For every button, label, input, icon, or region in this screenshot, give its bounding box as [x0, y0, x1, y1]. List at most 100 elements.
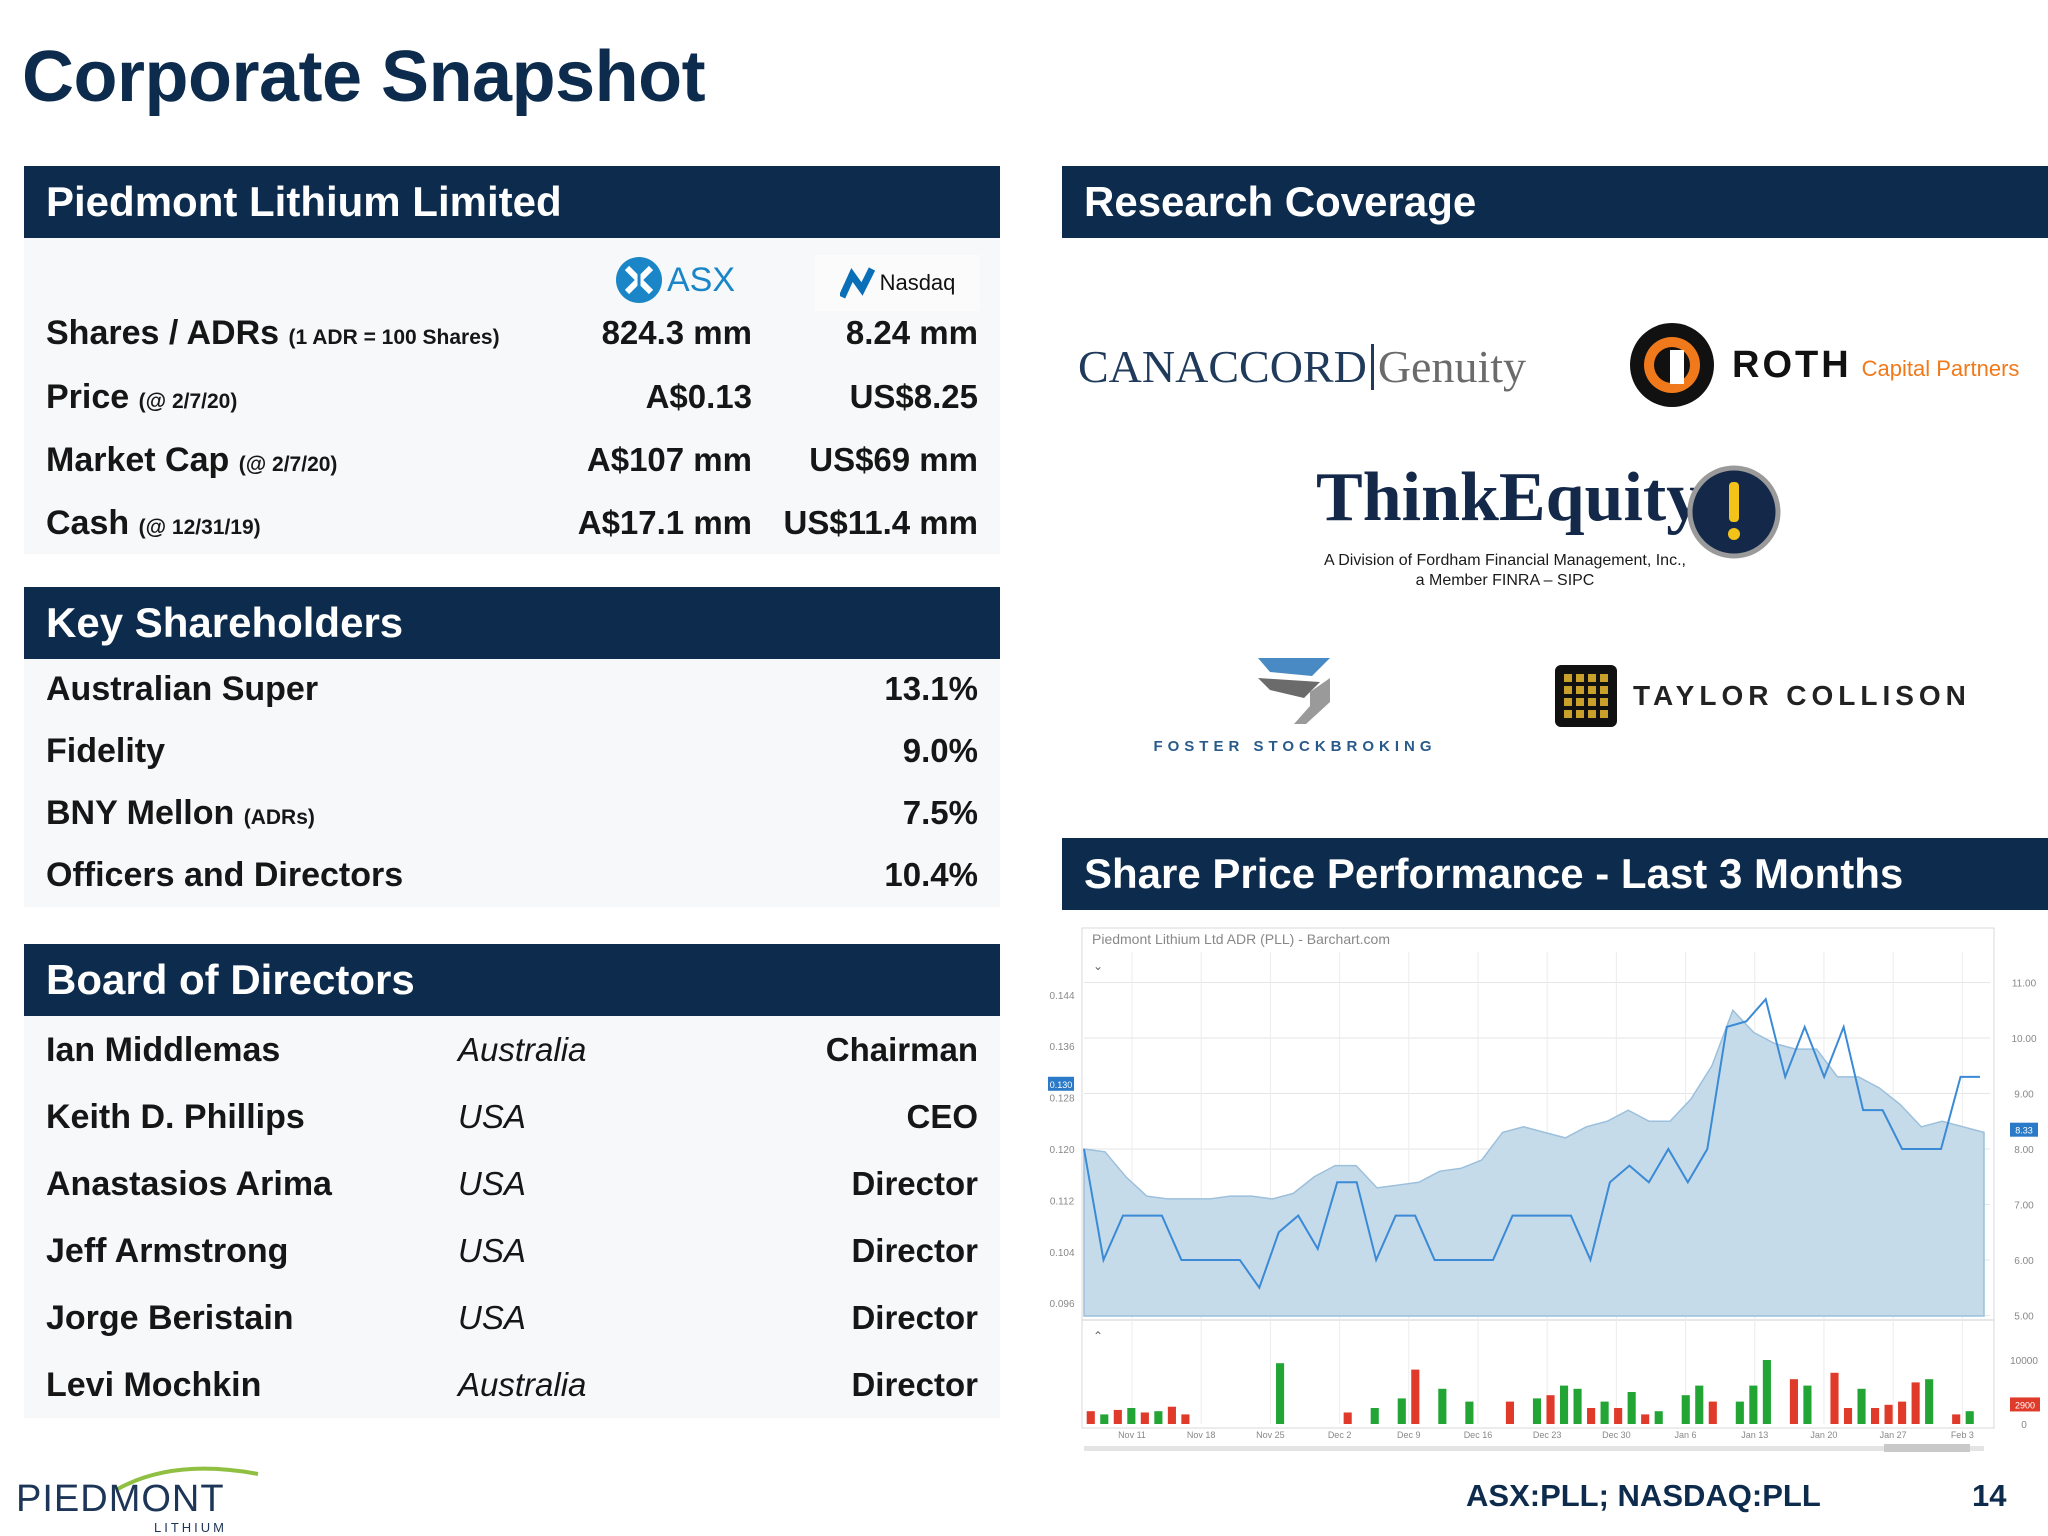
row-label: Cash	[46, 504, 130, 542]
shareholders-header-label: Key Shareholders	[46, 599, 404, 646]
volume-bar-up	[1559, 1385, 1569, 1424]
director-name: Anastasios Arima	[46, 1165, 332, 1203]
nasdaq-value: US$69 mm	[809, 441, 978, 478]
row-note: (@ 2/7/20)	[138, 390, 238, 413]
shareholder-name: Officers and Directors	[46, 856, 404, 894]
ticker-footer: ASX:PLL; NASDAQ:PLL	[1466, 1478, 1821, 1513]
director-name: Jorge Beristain	[46, 1299, 294, 1337]
roth-circle-icon	[1630, 323, 1714, 407]
asx-logo-icon	[616, 257, 662, 303]
right-tick-label: 8.00	[2014, 1145, 2034, 1156]
director-name: Keith D. Phillips	[46, 1098, 305, 1136]
company-row: Price (@ 2/7/20)	[46, 378, 2028, 417]
piedmont-logo: PIEDMONT LITHIUM	[16, 1464, 259, 1535]
director-role: Director	[851, 1299, 978, 1336]
company-header-label: Piedmont Lithium Limited	[46, 178, 562, 225]
chevron-down-icon: ⌄	[1093, 959, 1103, 973]
thinkequity-word: ThinkEquity	[1316, 459, 1702, 536]
piedmont-logo-sub: LITHIUM	[154, 1520, 227, 1535]
x-tick-label: Nov 11	[1118, 1430, 1146, 1440]
director-name: Levi Mochkin	[46, 1366, 262, 1404]
volume-bar-up	[1857, 1388, 1866, 1424]
left-tick-label: 0.144	[1049, 991, 1074, 1002]
volume-bar-up	[1654, 1411, 1663, 1424]
chevron-up-icon: ⌃	[1093, 1329, 1103, 1343]
canaccord-logo: CANACCORD Genuity	[1078, 340, 1526, 393]
asx-value: A$0.13	[645, 378, 752, 415]
asx-logo: ASX	[615, 255, 755, 305]
volume-bar-down	[1871, 1408, 1880, 1424]
board-header: Board of Directors	[24, 944, 1000, 1016]
chart-title: Piedmont Lithium Ltd ADR (PLL) - Barchar…	[1092, 931, 1390, 947]
page-number: 14	[1972, 1478, 2007, 1513]
volume-bar-down	[1113, 1409, 1122, 1424]
volume-bar-up	[1600, 1401, 1609, 1424]
right-tick-label: 9.00	[2014, 1090, 2034, 1101]
asx-value: A$107 mm	[586, 441, 752, 478]
shareholder-row: Fidelity	[46, 732, 2028, 771]
left-current-badge	[1048, 1076, 1074, 1091]
left-current-label: 0.130	[1050, 1080, 1073, 1090]
board-header-label: Board of Directors	[46, 956, 415, 1003]
volume-bar-down	[1789, 1379, 1798, 1424]
volume-bar-up	[1276, 1363, 1285, 1424]
volume-bar-up	[1681, 1395, 1690, 1424]
volume-bar-down	[1843, 1408, 1853, 1424]
director-role: Chairman	[825, 1031, 978, 1068]
shareholder-name: Fidelity	[46, 732, 166, 770]
director-country: Australia	[458, 1031, 587, 1068]
row-note: (@ 2/7/20)	[238, 453, 338, 476]
volume-bar-up	[1532, 1398, 1542, 1424]
asx-value: A$17.1 mm	[577, 504, 752, 541]
shareholder-pct: 13.1%	[884, 670, 978, 707]
shareholder-pct: 9.0%	[902, 732, 978, 769]
piedmont-logo-word: PIEDMONT	[16, 1478, 225, 1520]
company-row: Cash (@ 12/31/19)	[46, 504, 2028, 543]
thinkequity-line2: a Member FINRA – SIPC	[1415, 572, 1595, 589]
volume-bar-down	[1708, 1401, 1717, 1424]
research-header-label: Research Coverage	[1084, 178, 1477, 225]
nasdaq-logo: Nasdaq	[815, 255, 980, 311]
volume-bar-down	[1614, 1408, 1623, 1424]
roth-word2: Capital Partners	[1861, 356, 2020, 381]
volume-bar-down	[1952, 1414, 1961, 1424]
director-role: CEO	[906, 1098, 978, 1135]
foster-logo: FOSTER STOCKBROKING	[1150, 652, 1440, 762]
company-header: Piedmont Lithium Limited	[24, 166, 1000, 238]
right-tick-label: 11.00	[2012, 979, 2037, 990]
volume-current-label: 2900	[2015, 1400, 2035, 1410]
row-label: Market Cap	[46, 441, 230, 479]
volume-bar-down	[1343, 1412, 1352, 1424]
asx-value: 824.3 mm	[601, 314, 752, 351]
roth-word1: ROTH	[1732, 343, 1852, 386]
volume-bar-down	[1411, 1369, 1420, 1424]
canaccord-word1: CANACCORD	[1078, 341, 1367, 392]
director-country: USA	[458, 1165, 526, 1202]
volume-bar-up	[1100, 1414, 1109, 1424]
volume-bar-down	[1505, 1401, 1515, 1424]
right-tick-label: 10.00	[2011, 1034, 2036, 1045]
left-tick-label: 0.104	[1049, 1248, 1074, 1259]
nasdaq-value: 8.24 mm	[845, 314, 978, 351]
shareholder-row: BNY Mellon (ADRs)	[46, 794, 2028, 833]
share-price-chart: Piedmont Lithium Ltd ADR (PLL) - Barchar…	[1048, 927, 2040, 1452]
taylor-grid-icon	[1555, 665, 1617, 727]
volume-bar-up	[1127, 1408, 1136, 1424]
research-header: Research Coverage	[1062, 166, 2048, 238]
volume-bar-down	[1086, 1411, 1095, 1424]
left-tick-label: 0.120	[1049, 1145, 1074, 1156]
asx-logo-label: ASX	[667, 260, 736, 299]
volume-bar-down	[1884, 1404, 1893, 1424]
shareholder-note: (ADRs)	[243, 806, 315, 829]
director-role: Director	[851, 1165, 978, 1202]
x-tick-label: Jan 20	[1810, 1430, 1837, 1440]
taylor-word: TAYLOR COLLISON	[1633, 680, 1971, 711]
x-tick-label: Feb 3	[1951, 1430, 1974, 1440]
director-country: Australia	[458, 1366, 587, 1403]
volume-bar-up	[1154, 1411, 1163, 1424]
shareholder-row: Officers and Directors	[46, 856, 2028, 895]
price-line-series	[1083, 997, 1980, 1290]
director-country: USA	[458, 1232, 526, 1269]
share-price-header-label: Share Price Performance - Last 3 Months	[1084, 850, 1904, 897]
volume-bar-down	[1641, 1414, 1650, 1424]
